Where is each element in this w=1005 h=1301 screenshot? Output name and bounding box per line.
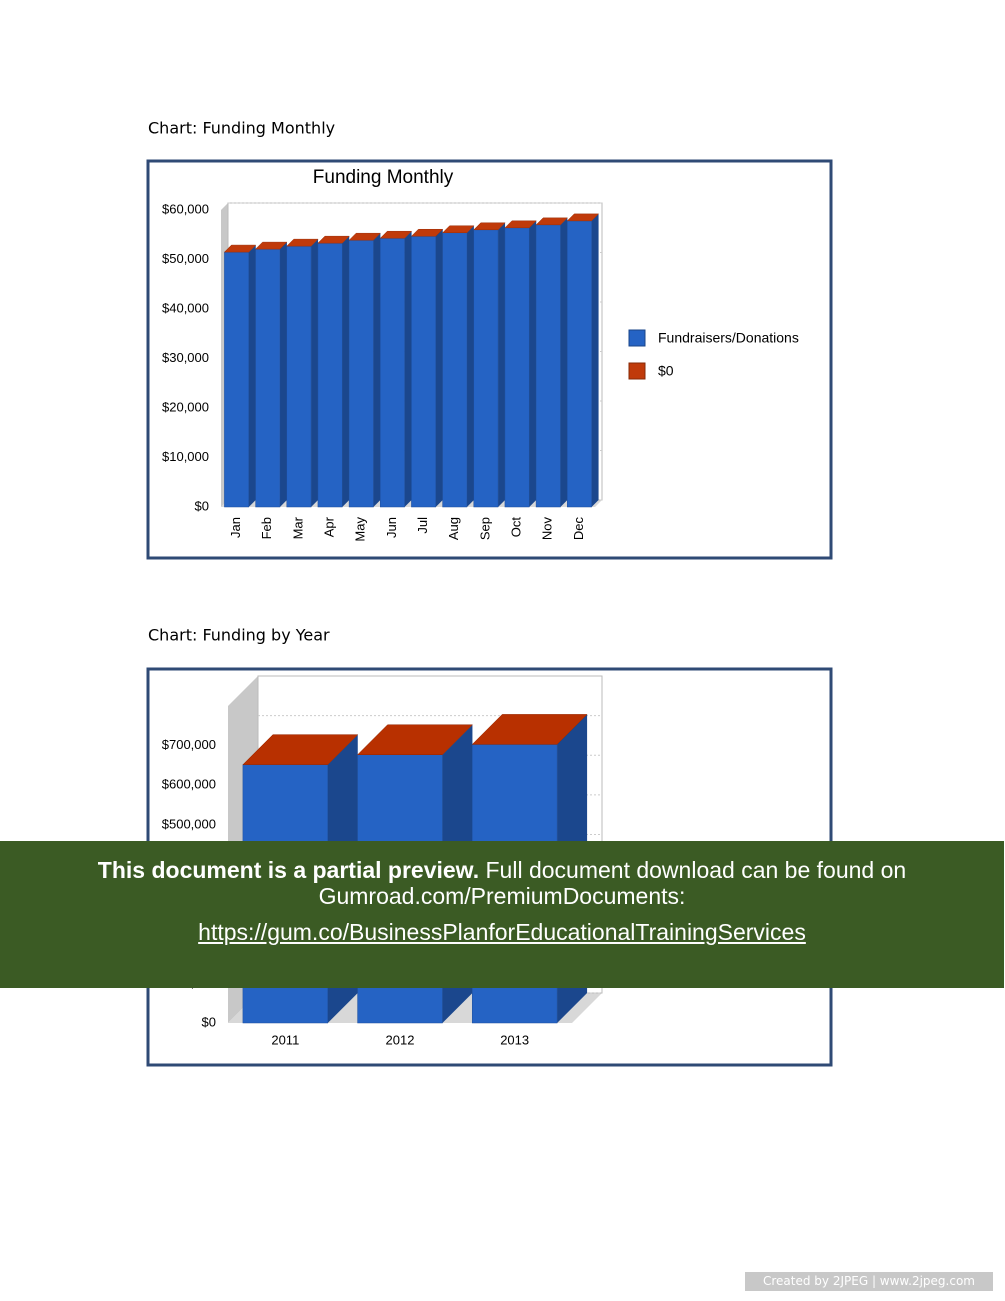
bar-side <box>404 231 412 507</box>
legend-swatch <box>628 329 646 347</box>
bar <box>317 242 343 508</box>
y-tick-label: $40,000 <box>162 300 209 315</box>
banner-text: Full document download can be found on G… <box>318 857 907 909</box>
y-tick-label: $0 <box>195 498 209 513</box>
x-tick-label: Dec <box>571 517 586 541</box>
bar-side <box>248 245 256 507</box>
y-tick-label: $50,000 <box>162 251 209 266</box>
bar-cap <box>242 734 359 765</box>
bar-side <box>311 239 319 507</box>
footer: Created by 2JPEG | www.2jpeg.com <box>745 1272 993 1291</box>
preview-banner: This document is a partial preview. Full… <box>0 841 1004 988</box>
banner-link[interactable]: https://gum.co/BusinessPlanforEducationa… <box>198 919 806 945</box>
x-tick-label: Sep <box>477 517 492 540</box>
x-tick-label: May <box>353 517 368 542</box>
legend-label: Fundraisers/Donations <box>658 330 799 346</box>
bar-cap <box>348 232 382 241</box>
bar-cap <box>379 230 413 239</box>
y-tick-label: $600,000 <box>162 777 216 792</box>
y-tick-label: $10,000 <box>162 449 209 464</box>
banner-bold: This document is a partial preview. <box>97 857 480 883</box>
caption: Chart: Funding Monthly <box>148 119 335 138</box>
y-tick-label: $0 <box>202 1014 216 1029</box>
bar <box>504 227 530 508</box>
bar-side <box>342 236 350 508</box>
x-tick-label: Mar <box>290 516 305 539</box>
x-tick-label: Feb <box>259 517 274 539</box>
bar <box>411 235 436 508</box>
x-tick-label: 2012 <box>386 1032 415 1047</box>
x-tick-label: Oct <box>509 517 524 538</box>
y-tick-label: $700,000 <box>162 737 216 752</box>
bar-cap <box>223 244 257 253</box>
caption: Chart: Funding by Year <box>148 626 330 645</box>
bar <box>380 237 405 508</box>
bar-side <box>279 242 287 508</box>
bar <box>224 251 249 508</box>
bar-cap <box>254 241 288 250</box>
bar-cap <box>356 724 474 755</box>
bar <box>255 248 281 508</box>
y-tick-label: $30,000 <box>162 350 209 365</box>
bar-cap <box>410 228 444 237</box>
bar-cap <box>473 222 506 231</box>
y-tick-label: $20,000 <box>162 399 209 414</box>
bar <box>567 220 592 508</box>
x-tick-label: Jul <box>415 517 430 534</box>
bar-side <box>498 222 506 508</box>
bar <box>442 232 468 508</box>
bar-cap <box>317 235 350 244</box>
bar-side <box>529 220 537 507</box>
bar <box>286 245 312 508</box>
legend-label: $0 <box>658 363 674 379</box>
bar-side <box>435 229 443 508</box>
x-tick-label: Apr <box>322 516 337 537</box>
chart-title: Funding Monthly <box>313 167 454 188</box>
x-tick-label: Nov <box>540 517 555 541</box>
x-tick-label: Jan <box>228 517 243 538</box>
x-tick-label: 2011 <box>271 1032 299 1047</box>
bar-cap <box>504 220 537 229</box>
y-tick-label: $500,000 <box>162 816 216 831</box>
bar <box>348 239 374 508</box>
bar-side <box>591 213 599 507</box>
bar-side <box>560 217 568 507</box>
x-tick-label: Aug <box>446 517 461 540</box>
x-tick-label: 2013 <box>500 1032 529 1047</box>
x-tick-label: Jun <box>384 517 399 538</box>
bar <box>535 224 561 508</box>
bar-side <box>466 225 474 507</box>
bar-cap <box>566 213 600 222</box>
bar <box>473 229 499 508</box>
bar-cap <box>286 238 319 247</box>
y-tick-label: $60,000 <box>162 201 209 216</box>
bar-cap <box>441 225 475 234</box>
bar-cap <box>535 217 569 226</box>
legend-swatch <box>628 362 646 380</box>
bar-cap <box>471 714 588 745</box>
bar-side <box>373 233 381 507</box>
